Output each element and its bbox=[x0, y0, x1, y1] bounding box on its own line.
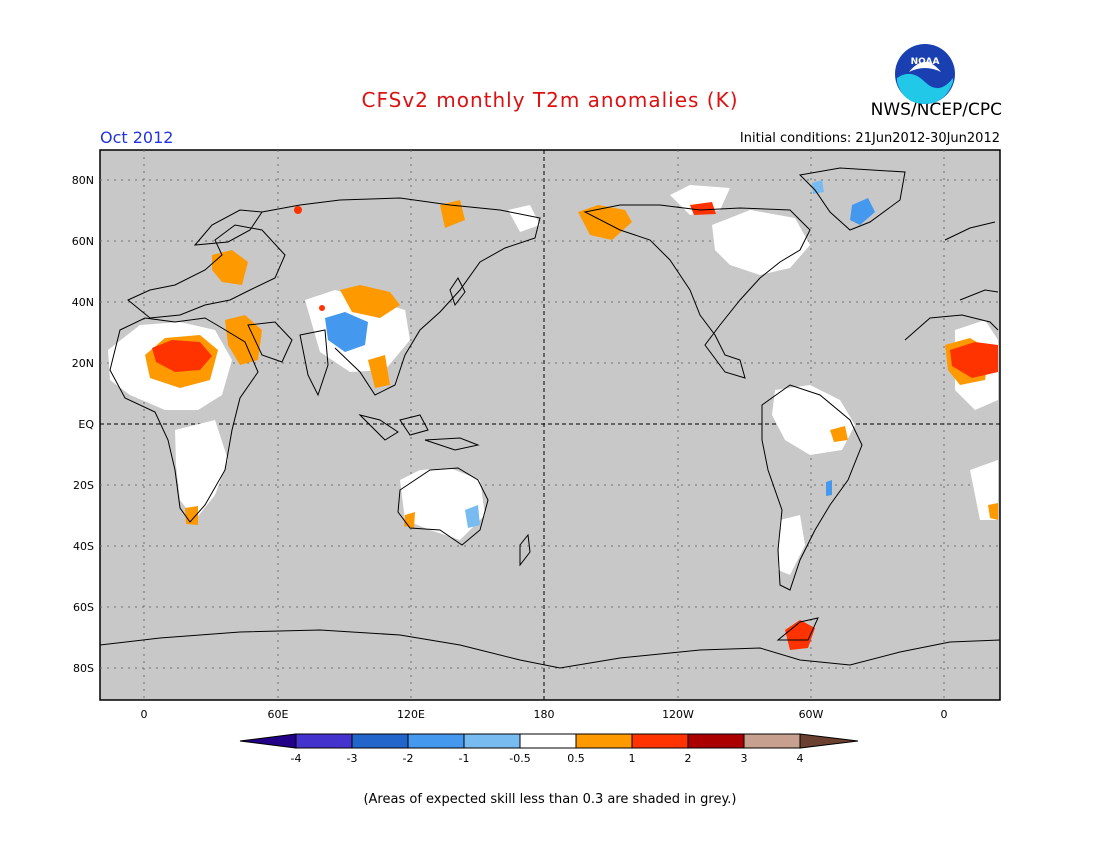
colorbar-tick-label: -1 bbox=[459, 752, 470, 765]
colorbar-lower-extend bbox=[239, 733, 297, 749]
lon-label: 0 bbox=[141, 708, 148, 721]
lat-label: 40S bbox=[73, 540, 94, 553]
colorbar-tick-label: -2 bbox=[403, 752, 414, 765]
colorbar-segment bbox=[463, 733, 521, 749]
colorbar-tick-label: 4 bbox=[797, 752, 804, 765]
colorbar-tick-label: -0.5 bbox=[509, 752, 530, 765]
lat-label: 60N bbox=[72, 235, 94, 248]
colorbar-segment bbox=[351, 733, 409, 749]
latitude-labels: 80N 60N 40N 20N EQ 20S 40S 60S 80S bbox=[72, 174, 95, 675]
map-title: CFSv2 monthly T2m anomalies (K) bbox=[361, 88, 739, 112]
colorbar-segment bbox=[407, 733, 465, 749]
forecast-month: Oct 2012 bbox=[100, 128, 174, 147]
organization-label: NWS/NCEP/CPC bbox=[870, 100, 1002, 120]
noaa-logo: NOAA bbox=[895, 44, 955, 104]
anomaly-patches bbox=[145, 180, 998, 650]
colorbar-segment bbox=[743, 733, 801, 749]
lat-label: 80S bbox=[73, 662, 94, 675]
colorbar-tick-label: -4 bbox=[291, 752, 302, 765]
colorbar-segment bbox=[687, 733, 745, 749]
colorbar-tick-label: -3 bbox=[347, 752, 358, 765]
lon-label: 120E bbox=[397, 708, 425, 721]
longitude-labels: 0 60E 120E 180 120W 60W 0 bbox=[141, 708, 948, 721]
colorbar-tick-label: 0.5 bbox=[567, 752, 585, 765]
colorbar-tick-label: 3 bbox=[741, 752, 748, 765]
colorbar-tick-label: 1 bbox=[629, 752, 636, 765]
graticule bbox=[100, 150, 1000, 700]
lon-label: 60W bbox=[799, 708, 824, 721]
colorbar-segment bbox=[575, 733, 633, 749]
lon-label: 180 bbox=[534, 708, 555, 721]
lat-label: 40N bbox=[72, 296, 94, 309]
skill-footnote: (Areas of expected skill less than 0.3 a… bbox=[363, 792, 737, 807]
lat-label: 80N bbox=[72, 174, 94, 187]
lat-label: 60S bbox=[73, 601, 94, 614]
coastlines bbox=[99, 167, 1001, 669]
lat-label: EQ bbox=[78, 418, 94, 431]
colorbar-tick-label: 2 bbox=[685, 752, 692, 765]
colorbar-segment bbox=[519, 733, 577, 749]
map-frame bbox=[99, 149, 1001, 701]
colorbar-upper-extend bbox=[799, 733, 859, 749]
lon-label: 120W bbox=[662, 708, 694, 721]
colorbar-segment bbox=[631, 733, 689, 749]
logo-text: NOAA bbox=[911, 57, 940, 67]
lat-label: 20N bbox=[72, 357, 94, 370]
lon-label: 0 bbox=[941, 708, 948, 721]
colorbar-segment bbox=[295, 733, 353, 749]
lat-label: 20S bbox=[73, 479, 94, 492]
lon-label: 60E bbox=[268, 708, 289, 721]
colorbar: -4 -3 -2 -1 -0.5 0.5 1 2 3 4 bbox=[239, 733, 859, 765]
initial-conditions: Initial conditions: 21Jun2012-30Jun2012 bbox=[739, 131, 1000, 146]
